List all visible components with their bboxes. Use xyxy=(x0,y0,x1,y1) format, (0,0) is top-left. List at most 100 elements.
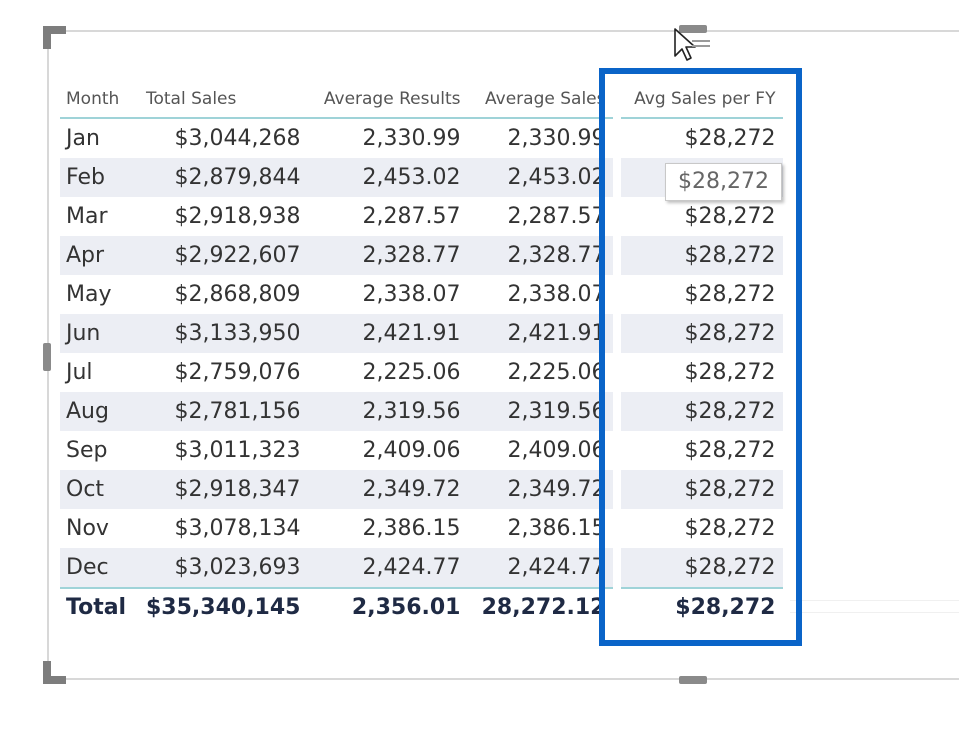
cell-average-sales: 2,338.07 xyxy=(507,282,606,307)
cell-total-sales: $3,044,268 xyxy=(174,126,301,151)
column-gap xyxy=(613,197,621,236)
table-row[interactable]: May $2,868,809 2,338.07 2,338.07 $28,272 xyxy=(60,275,783,314)
table-row[interactable]: Apr $2,922,607 2,328.77 2,328.77 $28,272 xyxy=(60,236,784,275)
corner-bracket-top-left[interactable] xyxy=(43,26,66,34)
cell-average-sales: 2,424.77 xyxy=(468,548,614,588)
resize-handle-icon[interactable] xyxy=(679,676,707,684)
cell-avg-sales-per-fy: $28,272 xyxy=(621,470,784,509)
column-header-month[interactable]: Month xyxy=(60,80,140,119)
column-header-average-sales[interactable]: Average Sales xyxy=(468,80,614,119)
table-row[interactable]: Nov $3,078,134 2,386.15 2,386.15 $28,272 xyxy=(60,509,783,548)
cell-average-results: 2,386.15 xyxy=(362,516,461,541)
column-gap xyxy=(613,548,622,588)
total-total-sales: $35,340,145 xyxy=(140,587,309,626)
column-gap xyxy=(613,509,621,548)
cell-average-sales: 2,330.99 xyxy=(507,126,606,151)
table-row[interactable]: Oct $2,918,347 2,349.72 2,349.72 $28,272 xyxy=(60,470,784,509)
table-row[interactable]: Jul $2,759,076 2,225.06 2,225.06 $28,272 xyxy=(60,353,783,392)
cell-average-results: 2,319.56 xyxy=(308,392,469,431)
resize-handle-icon[interactable] xyxy=(43,343,51,371)
mouse-pointer-icon xyxy=(674,28,710,61)
table-row[interactable]: Dec $3,023,693 2,424.77 2,424.77 $28,272 xyxy=(60,548,784,588)
cell-average-results: 2,349.72 xyxy=(308,470,469,509)
column-header-total-sales[interactable]: Total Sales xyxy=(140,80,309,119)
column-header-avg-sales-per-fy[interactable]: Avg Sales per FY xyxy=(621,80,784,119)
corner-bracket-top-left[interactable] xyxy=(43,26,51,49)
cell-total-sales: $3,011,323 xyxy=(174,438,301,463)
column-header-average-results[interactable]: Average Results xyxy=(308,80,469,119)
cell-average-sales: 2,287.57 xyxy=(507,204,606,229)
cell-avg-sales-per-fy: $28,272 xyxy=(684,438,776,463)
cell-avg-sales-per-fy: $28,272 xyxy=(684,126,776,151)
cell-month: Jul xyxy=(66,360,93,385)
cell-average-sales: 2,421.91 xyxy=(468,314,614,353)
cell-average-sales: 2,349.72 xyxy=(468,470,614,509)
total-average-sales: 28,272.12 xyxy=(468,587,614,626)
total-row: Total $35,340,145 2,356.01 28,272.12 $28… xyxy=(60,587,784,626)
cell-avg-sales-per-fy: $28,272 xyxy=(621,548,784,588)
cell-month: Oct xyxy=(60,470,140,509)
cell-average-results: 2,409.06 xyxy=(362,438,461,463)
table-row[interactable]: Mar $2,918,938 2,287.57 2,287.57 $28,272 xyxy=(60,197,783,236)
column-gap xyxy=(613,587,622,626)
cell-average-results: 2,338.07 xyxy=(362,282,461,307)
cell-avg-sales-per-fy: $28,272 xyxy=(684,282,776,307)
cell-avg-sales-per-fy: $28,272 xyxy=(621,236,784,275)
cell-average-results: 2,330.99 xyxy=(362,126,461,151)
column-gap xyxy=(613,118,621,158)
value-tooltip: $28,272 xyxy=(665,163,782,201)
cell-month: Nov xyxy=(66,516,109,541)
cell-total-sales: $3,133,950 xyxy=(140,314,309,353)
cell-total-sales: $2,868,809 xyxy=(174,282,301,307)
cell-month: Aug xyxy=(60,392,140,431)
cell-avg-sales-per-fy: $28,272 xyxy=(621,314,784,353)
cell-total-sales: $2,759,076 xyxy=(174,360,301,385)
cell-average-results: 2,328.77 xyxy=(308,236,469,275)
cell-month: Jan xyxy=(66,126,100,151)
cell-avg-sales-per-fy: $28,272 xyxy=(684,516,776,541)
cell-total-sales: $3,023,693 xyxy=(140,548,309,588)
column-gap xyxy=(613,392,622,431)
cell-total-sales: $2,781,156 xyxy=(140,392,309,431)
cell-average-results: 2,453.02 xyxy=(308,158,469,197)
cell-month: Feb xyxy=(60,158,140,197)
cell-total-sales: $2,879,844 xyxy=(140,158,309,197)
cell-month: May xyxy=(66,282,112,307)
header-row: Month Total Sales Average Results Averag… xyxy=(60,80,784,119)
cell-average-sales: 2,453.02 xyxy=(468,158,614,197)
divider xyxy=(790,600,959,601)
cell-average-results: 2,287.57 xyxy=(362,204,461,229)
cell-average-results: 2,424.77 xyxy=(308,548,469,588)
column-gap xyxy=(613,470,622,509)
table-row[interactable]: Sep $3,011,323 2,409.06 2,409.06 $28,272 xyxy=(60,431,783,470)
cell-average-sales: 2,328.77 xyxy=(468,236,614,275)
column-gap xyxy=(613,314,622,353)
cell-average-sales: 2,409.06 xyxy=(507,438,606,463)
cell-avg-sales-per-fy: $28,272 xyxy=(684,204,776,229)
resize-handle-icon[interactable] xyxy=(679,25,707,33)
corner-bracket-bottom-left[interactable] xyxy=(43,676,66,684)
column-gap xyxy=(613,236,622,275)
cell-total-sales: $2,922,607 xyxy=(140,236,309,275)
cell-average-sales: 2,319.56 xyxy=(468,392,614,431)
cell-total-sales: $3,078,134 xyxy=(174,516,301,541)
total-avg-sales-per-fy: $28,272 xyxy=(621,587,784,626)
cell-month: Jun xyxy=(60,314,140,353)
cell-average-sales: 2,225.06 xyxy=(507,360,606,385)
cell-average-results: 2,225.06 xyxy=(362,360,461,385)
corner-bracket-bottom-left[interactable] xyxy=(43,661,51,684)
divider xyxy=(790,612,959,613)
cell-month: Mar xyxy=(66,204,108,229)
cell-month: Dec xyxy=(60,548,140,588)
column-gap xyxy=(613,275,621,314)
cell-month: Apr xyxy=(60,236,140,275)
table-row[interactable]: Aug $2,781,156 2,319.56 2,319.56 $28,272 xyxy=(60,392,784,431)
cell-average-sales: 2,386.15 xyxy=(507,516,606,541)
table-row[interactable]: Jun $3,133,950 2,421.91 2,421.91 $28,272 xyxy=(60,314,784,353)
table-row[interactable]: Jan $3,044,268 2,330.99 2,330.99 $28,272 xyxy=(60,118,783,158)
cell-avg-sales-per-fy: $28,272 xyxy=(621,392,784,431)
cell-average-results: 2,421.91 xyxy=(308,314,469,353)
cell-avg-sales-per-fy: $28,272 xyxy=(684,360,776,385)
column-gap xyxy=(613,431,621,470)
total-average-results: 2,356.01 xyxy=(308,587,469,626)
